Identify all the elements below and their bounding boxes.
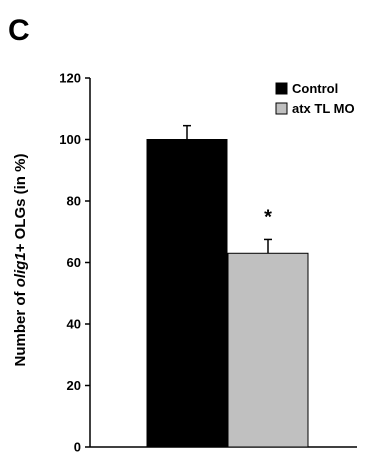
bar-chart: 0 20 40 60 80 100 120 * xyxy=(59,71,357,455)
legend-swatch xyxy=(275,82,288,95)
y-tick-label: 100 xyxy=(59,132,81,147)
y-tick-label: 80 xyxy=(67,194,81,209)
y-axis-label-part-1: Number of xyxy=(12,287,29,366)
bars xyxy=(146,139,309,448)
y-axis-label-part-2: olig1 xyxy=(12,252,29,287)
bar-atx-tl-mo xyxy=(227,252,309,448)
y-axis-label-part-3: + OLGs (in %) xyxy=(12,154,29,253)
y-axis-label: Number of olig1+ OLGs (in %) xyxy=(12,154,29,367)
y-tick-label: 120 xyxy=(59,71,81,86)
y-tick-label: 40 xyxy=(67,317,81,332)
legend-swatch xyxy=(275,102,288,115)
legend-label: atx TL MO xyxy=(292,101,355,116)
bar-control xyxy=(146,139,228,448)
y-tick-label: 20 xyxy=(67,378,81,393)
significance-asterisk: * xyxy=(264,206,272,228)
y-tick-label: 60 xyxy=(67,255,81,270)
annotations: * xyxy=(264,206,272,228)
error-bars xyxy=(183,124,272,254)
y-tick-label: 0 xyxy=(74,440,81,455)
legend: Control atx TL MO xyxy=(275,81,355,116)
legend-label: Control xyxy=(292,81,338,96)
panel-label: C xyxy=(8,14,30,47)
y-ticks: 0 20 40 60 80 100 120 xyxy=(59,71,90,455)
